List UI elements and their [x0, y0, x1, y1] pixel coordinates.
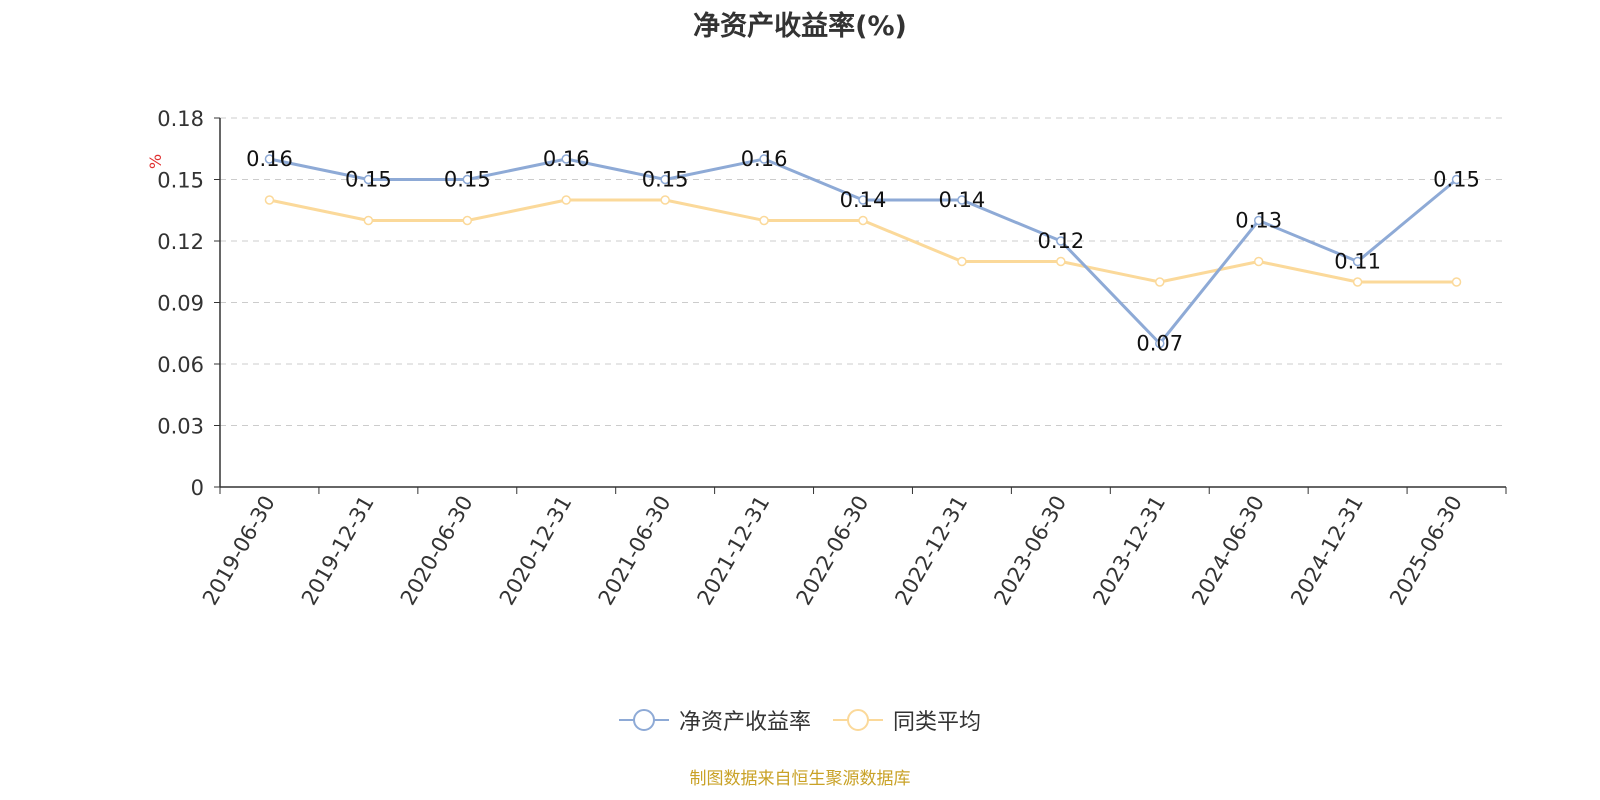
data-label: 0.16 [543, 147, 590, 171]
legend-label-series-1: 同类平均 [893, 710, 982, 735]
data-point-1 [1451, 277, 1462, 287]
legend-marker-1 [847, 709, 869, 731]
data-point-1 [1155, 277, 1165, 287]
x-tick-label: 2020-06-30 [396, 492, 478, 610]
legend: 净资产收益率 同类平均 [0, 704, 1600, 736]
data-point-0 [1352, 256, 1363, 267]
data-source-credit: 制图数据来自恒生聚源数据库 [689, 769, 911, 789]
x-tick-label: 2024-12-31 [1286, 492, 1368, 610]
data-label: 0.15 [345, 168, 392, 192]
x-tick-label: 2022-12-31 [890, 492, 972, 610]
x-tick-label: 2022-06-30 [792, 492, 874, 610]
data-point-0 [363, 174, 374, 185]
data-point-1 [462, 215, 473, 226]
grid-lines [220, 117, 1506, 426]
legend-item-series-0[interactable]: 净资产收益率 [618, 704, 811, 736]
legend-swatch-series-1 [833, 709, 883, 731]
data-point-1 [957, 256, 967, 267]
y-tick-label: 0.03 [157, 415, 204, 439]
data-point-0 [561, 154, 571, 164]
data-label: 0.15 [642, 168, 689, 192]
data-label: 0.07 [1136, 332, 1183, 356]
data-label: 0.11 [1334, 250, 1381, 274]
data-label: 0.16 [246, 147, 293, 171]
data-point-0 [759, 154, 769, 164]
x-tick-label: 2024-06-30 [1187, 492, 1269, 610]
data-point-1 [759, 215, 769, 226]
legend-label-series-0: 净资产收益率 [678, 710, 811, 735]
data-point-1 [660, 195, 670, 205]
data-point-0 [1253, 215, 1264, 226]
legend-item-series-1[interactable]: 同类平均 [833, 704, 981, 736]
data-point-0 [264, 154, 275, 164]
x-tick-label: 2021-12-31 [693, 492, 775, 610]
data-labels: 0.16 0.15 0.15 0.16 0.15 0.16 0.14 0.14 0.12 0.07… [246, 147, 1480, 356]
data-label: 0.14 [939, 188, 986, 212]
data-label: 0.14 [840, 188, 887, 212]
data-point-1 [1352, 277, 1363, 287]
y-tick-label: 0.12 [157, 230, 204, 254]
y-tick-label: 0 [191, 476, 204, 500]
data-point-0 [858, 195, 868, 205]
data-label: 0.12 [1037, 229, 1084, 253]
data-label: 0.15 [1433, 168, 1480, 192]
x-tick-label: 2025-06-30 [1385, 492, 1467, 610]
data-point-0 [1451, 174, 1462, 185]
legend-swatch-series-0 [618, 709, 669, 731]
data-point-0 [462, 174, 473, 185]
data-point-1 [561, 195, 571, 205]
data-point-1 [1253, 256, 1264, 267]
data-point-0 [957, 195, 967, 205]
legend-marker-0 [632, 709, 655, 731]
series-layer [264, 154, 1462, 349]
y-tick-label: 0.09 [157, 292, 204, 316]
x-tick-label: 2023-12-31 [1088, 492, 1170, 610]
x-tick-label: 2019-12-31 [297, 492, 379, 610]
data-point-1 [363, 215, 374, 226]
data-point-1 [1056, 256, 1066, 267]
data-point-0 [1056, 236, 1066, 246]
y-tick-label: 0.15 [157, 169, 204, 193]
x-tick-label: 2023-06-30 [989, 492, 1071, 610]
x-tick-label: 2020-12-31 [495, 492, 577, 610]
data-point-0 [660, 174, 670, 185]
data-point-0 [1155, 338, 1165, 349]
chart-title: 净资产收益率(%) [693, 11, 907, 42]
x-tick-label: 2021-06-30 [594, 492, 676, 610]
x-tick-label: 2019-06-30 [198, 492, 280, 610]
data-point-1 [264, 195, 275, 205]
data-label: 0.16 [741, 147, 788, 171]
data-point-1 [858, 215, 868, 226]
data-label: 0.13 [1235, 209, 1282, 233]
y-tick-label: 0.06 [157, 353, 204, 377]
y-tick-label: 0.18 [157, 107, 204, 131]
data-label: 0.15 [444, 168, 491, 192]
